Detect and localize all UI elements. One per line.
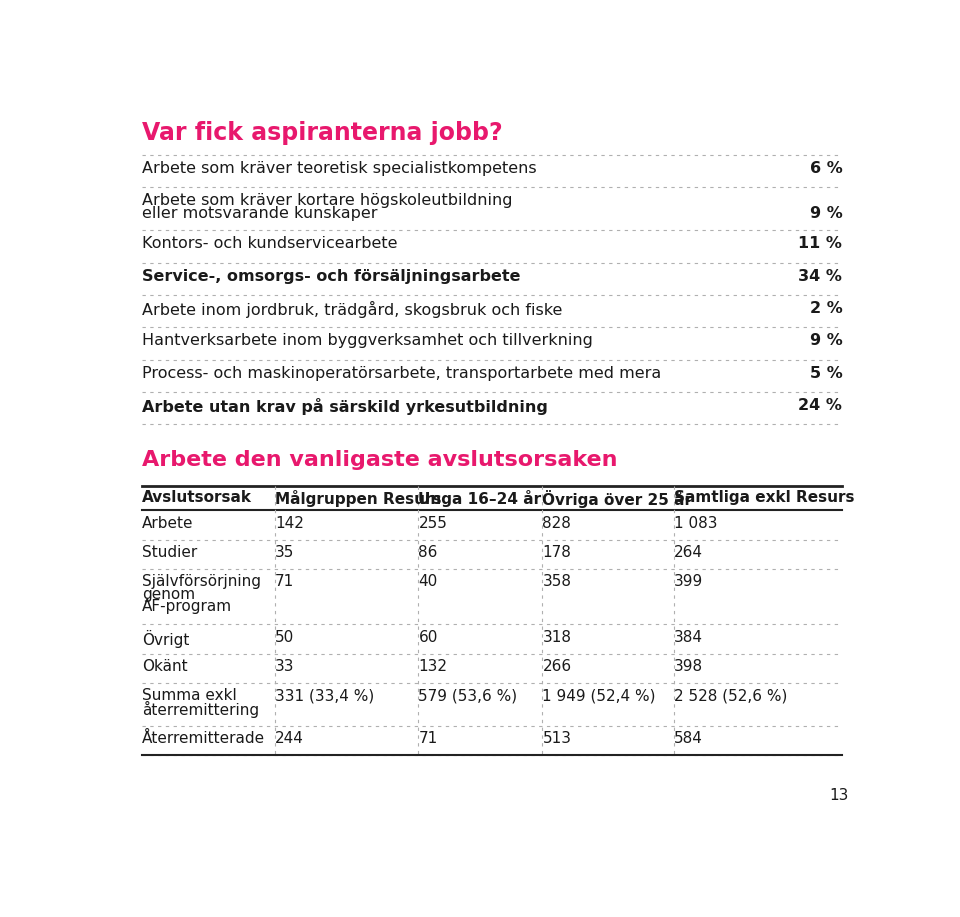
Text: Unga 16–24 år: Unga 16–24 år: [419, 491, 541, 507]
Text: 358: 358: [542, 574, 571, 590]
Text: 9 %: 9 %: [809, 205, 842, 220]
Text: Hantverksarbete inom byggverksamhet och tillverkning: Hantverksarbete inom byggverksamhet och …: [142, 334, 592, 348]
Text: 1 949 (52,4 %): 1 949 (52,4 %): [542, 689, 656, 703]
Text: Process- och maskinoperatörsarbete, transportarbete med mera: Process- och maskinoperatörsarbete, tran…: [142, 366, 660, 381]
Text: 398: 398: [674, 659, 704, 674]
Text: 2 %: 2 %: [809, 301, 842, 316]
Text: Arbete som kräver teoretisk specialistkompetens: Arbete som kräver teoretisk specialistko…: [142, 160, 537, 176]
Text: 264: 264: [674, 545, 703, 560]
Text: 513: 513: [542, 732, 571, 746]
Text: Service-, omsorgs- och försäljningsarbete: Service-, omsorgs- och försäljningsarbet…: [142, 269, 520, 283]
Text: Arbete inom jordbruk, trädgård, skogsbruk och fiske: Arbete inom jordbruk, trädgård, skogsbru…: [142, 301, 562, 318]
Text: 2 528 (52,6 %): 2 528 (52,6 %): [674, 689, 787, 703]
Text: Kontors- och kundservicearbete: Kontors- och kundservicearbete: [142, 237, 397, 251]
Text: 142: 142: [275, 516, 304, 531]
Text: Målgruppen Resurs: Målgruppen Resurs: [275, 491, 442, 507]
Text: återremittering: återremittering: [142, 701, 259, 718]
Text: 579 (53,6 %): 579 (53,6 %): [419, 689, 517, 703]
Text: Arbete som kräver kortare högskoleutbildning: Arbete som kräver kortare högskoleutbild…: [142, 193, 513, 208]
Text: 266: 266: [542, 659, 571, 674]
Text: Summa exkl: Summa exkl: [142, 689, 236, 703]
Text: Arbete den vanligaste avslutsorsaken: Arbete den vanligaste avslutsorsaken: [142, 450, 617, 470]
Text: 71: 71: [275, 574, 295, 590]
Text: 50: 50: [275, 630, 295, 645]
Text: eller motsvarande kunskaper: eller motsvarande kunskaper: [142, 205, 377, 220]
Text: 34 %: 34 %: [799, 269, 842, 283]
Text: 5 %: 5 %: [809, 366, 842, 381]
Text: Övrigt: Övrigt: [142, 630, 189, 647]
Text: 255: 255: [419, 516, 447, 531]
Text: 178: 178: [542, 545, 571, 560]
Text: 384: 384: [674, 630, 703, 645]
Text: 60: 60: [419, 630, 438, 645]
Text: 86: 86: [419, 545, 438, 560]
Text: 399: 399: [674, 574, 704, 590]
Text: 6 %: 6 %: [809, 160, 842, 176]
Text: genom: genom: [142, 587, 195, 602]
Text: Arbete: Arbete: [142, 516, 193, 531]
Text: 1 083: 1 083: [674, 516, 718, 531]
Text: 132: 132: [419, 659, 447, 674]
Text: Övriga över 25 år: Övriga över 25 år: [542, 491, 692, 508]
Text: Studier: Studier: [142, 545, 197, 560]
Text: Okänt: Okänt: [142, 659, 187, 674]
Text: 331 (33,4 %): 331 (33,4 %): [275, 689, 374, 703]
Text: 828: 828: [542, 516, 571, 531]
Text: Samtliga exkl Resurs: Samtliga exkl Resurs: [674, 491, 854, 505]
Text: Självförsörjning: Självförsörjning: [142, 574, 261, 590]
Text: AF-program: AF-program: [142, 599, 231, 614]
Text: 318: 318: [542, 630, 571, 645]
Text: 13: 13: [829, 788, 849, 803]
Text: 71: 71: [419, 732, 438, 746]
Text: Var fick aspiranterna jobb?: Var fick aspiranterna jobb?: [142, 121, 502, 145]
Text: Arbete utan krav på särskild yrkesutbildning: Arbete utan krav på särskild yrkesutbild…: [142, 398, 547, 415]
Text: 40: 40: [419, 574, 438, 590]
Text: Avslutsorsak: Avslutsorsak: [142, 491, 252, 505]
Text: 11 %: 11 %: [799, 237, 842, 251]
Text: Återremitterade: Återremitterade: [142, 732, 265, 746]
Text: 584: 584: [674, 732, 703, 746]
Text: 33: 33: [275, 659, 295, 674]
Text: 24 %: 24 %: [799, 398, 842, 413]
Text: 35: 35: [275, 545, 295, 560]
Text: 9 %: 9 %: [809, 334, 842, 348]
Text: 244: 244: [275, 732, 304, 746]
